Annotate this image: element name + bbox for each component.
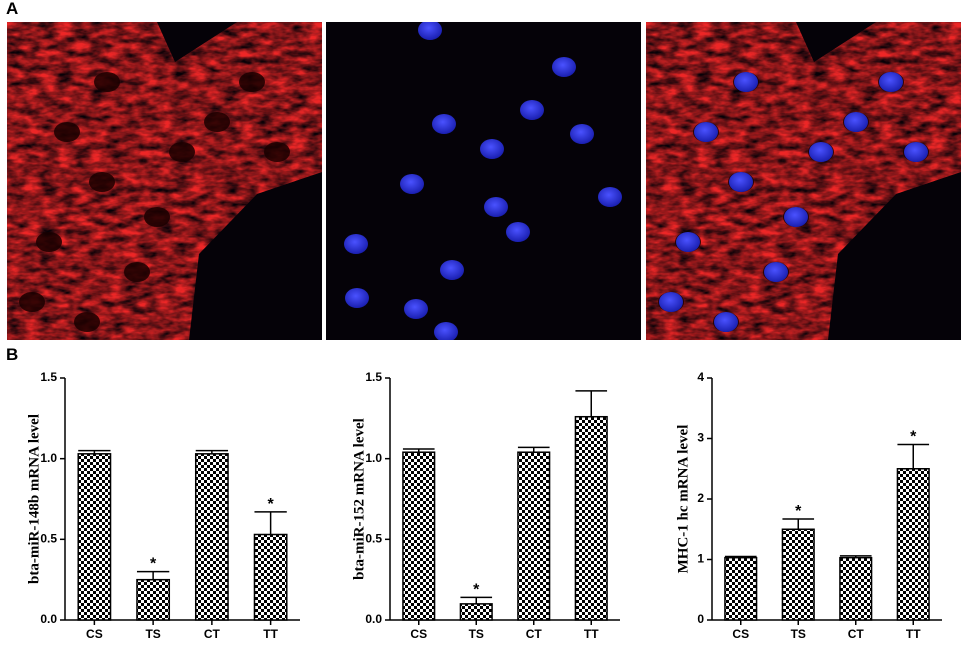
- y-tick-label: 1: [697, 552, 704, 566]
- nucleus: [598, 187, 622, 207]
- nucleus: [484, 197, 508, 217]
- x-tick-label: TS: [469, 627, 484, 641]
- nucleus: [729, 172, 753, 192]
- significance-mark: *: [150, 556, 157, 573]
- nucleus: [734, 72, 758, 92]
- y-tick-label: 1.0: [40, 451, 57, 465]
- bar: [194, 453, 229, 621]
- nucleus: [714, 312, 738, 332]
- x-tick-label: CS: [86, 627, 103, 641]
- x-tick-label: TT: [584, 627, 599, 641]
- nucleus: [552, 57, 576, 77]
- nucleus: [344, 234, 368, 254]
- y-tick-label: 0.0: [365, 612, 382, 626]
- nucleus: [520, 100, 544, 120]
- cell-nucleus-shadow: [94, 72, 120, 92]
- y-tick-label: 0: [697, 612, 704, 626]
- bar: [574, 415, 608, 621]
- x-tick-label: CT: [848, 627, 865, 641]
- y-tick-label: 1.5: [40, 370, 57, 384]
- nucleus: [879, 72, 903, 92]
- nucleus: [432, 114, 456, 134]
- significance-mark: *: [910, 429, 917, 446]
- cell-nucleus-shadow: [264, 142, 290, 162]
- nucleus: [480, 139, 504, 159]
- y-tick-label: 3: [697, 431, 704, 445]
- bar: [77, 453, 112, 621]
- y-tick-label: 0.0: [40, 612, 57, 626]
- nucleus: [784, 207, 808, 227]
- nucleus: [404, 299, 428, 319]
- bar: [781, 528, 815, 621]
- y-axis-label: MHC-1 hc mRNA level: [675, 425, 691, 574]
- panel-label: A: [6, 0, 18, 18]
- bar: [402, 451, 436, 621]
- significance-mark: *: [268, 496, 275, 513]
- nucleus: [676, 232, 700, 252]
- y-tick-label: 2: [697, 491, 704, 505]
- significance-mark: *: [795, 503, 802, 520]
- nucleus: [506, 222, 530, 242]
- x-tick-label: TS: [145, 627, 160, 641]
- nucleus: [434, 322, 458, 340]
- y-tick-label: 4: [697, 370, 704, 384]
- cell-nucleus-shadow: [124, 262, 150, 282]
- micrograph: [646, 22, 961, 340]
- nucleus: [345, 288, 369, 308]
- cell-nucleus-shadow: [144, 207, 170, 227]
- bar: [459, 603, 493, 621]
- cell-nucleus-shadow: [36, 232, 62, 252]
- x-tick-label: TS: [791, 627, 806, 641]
- cell-nucleus-shadow: [74, 312, 100, 332]
- cell-nucleus-shadow: [54, 122, 80, 142]
- nucleus: [844, 112, 868, 132]
- y-axis-label: bta-miR-152 mRNA level: [351, 418, 367, 580]
- bar: [253, 533, 288, 621]
- micrograph: [7, 22, 322, 340]
- x-tick-label: CT: [204, 627, 221, 641]
- x-tick-label: TT: [906, 627, 921, 641]
- nucleus: [400, 174, 424, 194]
- y-tick-label: 1.0: [365, 451, 382, 465]
- nucleus: [418, 22, 442, 40]
- nucleus: [694, 122, 718, 142]
- bar: [839, 556, 873, 621]
- nucleus: [570, 124, 594, 144]
- cell-nucleus-shadow: [239, 72, 265, 92]
- panel-label: B: [6, 345, 18, 364]
- nucleus: [904, 142, 928, 162]
- x-tick-label: TT: [263, 627, 278, 641]
- y-axis-label: bta-miR-148b mRNA level: [26, 414, 42, 584]
- nucleus: [659, 292, 683, 312]
- cell-nucleus-shadow: [19, 292, 45, 312]
- micrograph: [326, 22, 641, 340]
- cell-nucleus-shadow: [89, 172, 115, 192]
- cell-nucleus-shadow: [204, 112, 230, 132]
- actin-stain: [646, 22, 961, 340]
- bar: [517, 451, 551, 621]
- significance-mark: *: [473, 581, 480, 598]
- x-tick-label: CS: [732, 627, 749, 641]
- bar: [136, 578, 171, 621]
- bar: [896, 468, 930, 621]
- y-tick-label: 1.5: [365, 370, 382, 384]
- y-tick-label: 0.5: [40, 532, 57, 546]
- bar: [724, 556, 758, 621]
- nucleus: [440, 260, 464, 280]
- nucleus: [764, 262, 788, 282]
- x-tick-label: CS: [410, 627, 427, 641]
- actin-stain: [7, 22, 322, 340]
- nucleus: [809, 142, 833, 162]
- x-tick-label: CT: [526, 627, 543, 641]
- cell-nucleus-shadow: [169, 142, 195, 162]
- y-tick-label: 0.5: [365, 532, 382, 546]
- image-background: [326, 22, 641, 340]
